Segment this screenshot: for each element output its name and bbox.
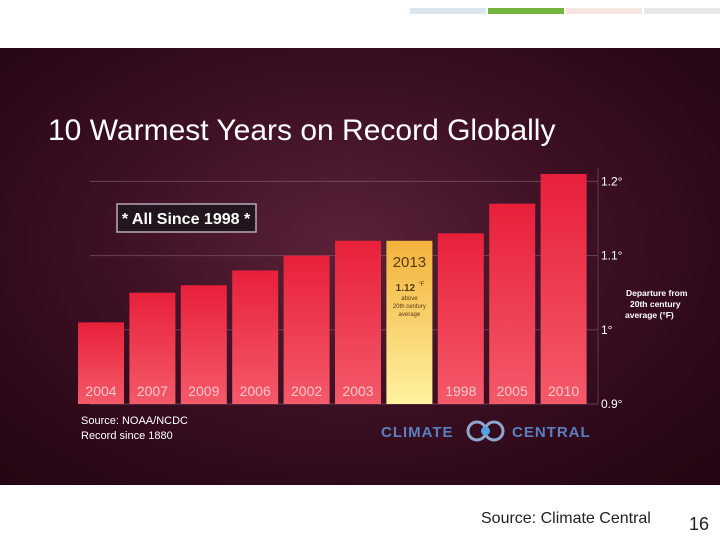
bars-group: 2004 2007 2009 2006 2002 2003 2013 1.12 °F above 2… [78,174,587,404]
header-accent-bar-1 [410,8,486,14]
bar-year-label: 2006 [240,383,271,399]
y-tick-label: 1° [601,323,613,337]
highlight-note-label: above [401,296,418,302]
bar [129,292,176,404]
chart-svg: 10 Warmest Years on Record Globally 2004… [48,114,688,442]
bar-year-label: 2013 [393,254,426,271]
bar-year-label: 2009 [188,383,219,399]
bar [283,255,330,404]
bar-year-label: 2003 [342,383,373,399]
callout-box [116,203,257,233]
bar-year-label: 2002 [291,383,322,399]
logo-text-central: CENTRAL [512,424,591,441]
logo-rings-icon [466,420,505,442]
bar-year-label: 2007 [137,383,168,399]
y-axis-label-line-2: 20th century [630,299,681,309]
y-axis-label-line-1: Departure from [626,288,688,298]
bar-year-label: 2010 [548,383,579,399]
source-note-line-1: Source: NOAA/NCDC [81,415,188,427]
bar [489,203,536,404]
chart-title: 10 Warmest Years on Record Globally [48,114,555,147]
callout-text: * All Since 1998 * [122,211,251,228]
bar [180,285,227,404]
chart-panel: 10 Warmest Years on Record Globally 2004… [0,48,720,485]
y-axis-ticks: 0.9° 1° 1.1° 1.2° [601,174,623,411]
climate-central-logo: CLIMATE CENTRAL [381,420,591,442]
y-axis-label-line-3: average (°F) [625,310,674,320]
slide-source-text: Source: Climate Central [481,510,651,527]
page-number: 16 [689,514,710,534]
highlight-unit-label: °F [418,282,424,288]
logo-text-climate: CLIMATE [381,424,454,441]
y-tick-label: 1.2° [601,174,623,188]
source-note-line-2: Record since 1880 [81,430,173,442]
bar [437,233,484,404]
header-accent-bar-2 [488,8,564,14]
highlight-note-label: average [399,312,421,318]
y-tick-label: 0.9° [601,397,623,411]
header-accent-bar-3 [566,8,642,14]
bar [232,270,279,404]
bar [335,240,381,404]
bar-year-label: 1998 [445,383,476,399]
bar [540,174,587,404]
bar-year-label: 2005 [497,383,528,399]
highlight-note-label: 20th century [393,304,426,310]
header-accent-bar-4 [644,8,720,14]
bar-highlight [386,240,433,404]
bar [78,322,124,404]
y-tick-label: 1.1° [601,249,623,263]
highlight-value-label: 1.12 [396,283,416,294]
bar-year-label: 2004 [85,383,116,399]
